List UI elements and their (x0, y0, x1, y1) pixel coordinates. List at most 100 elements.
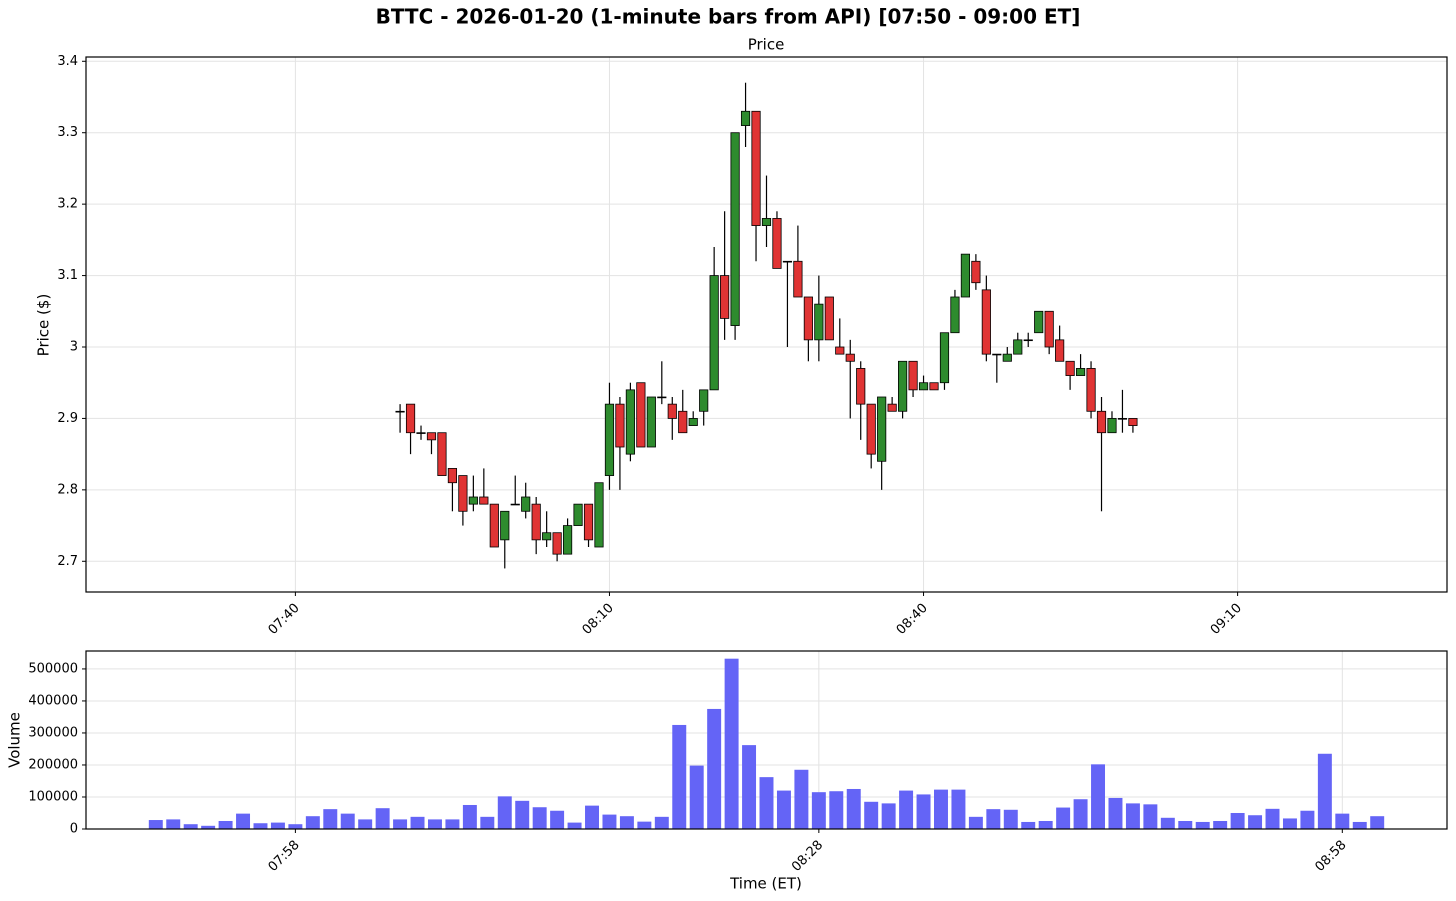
candle-body (625, 389, 635, 455)
y-axis-label: Volume (6, 712, 24, 768)
y-tick-label: 3.1 (57, 268, 78, 283)
candle-body (960, 253, 971, 298)
candle-body (824, 296, 834, 341)
volume-bar (968, 816, 983, 829)
volume-bar (724, 658, 739, 829)
volume-bar (602, 814, 617, 829)
candle-body (489, 503, 499, 548)
axes-frame (85, 650, 1448, 830)
x-tick-label: 08:28 (789, 838, 826, 875)
candle-body (856, 368, 866, 405)
volume-bar (1282, 818, 1297, 829)
candle-body (730, 132, 740, 326)
volume-bar (689, 765, 704, 829)
volume-bar (951, 789, 966, 829)
candle-body (426, 432, 437, 441)
x-tick-label: 08:58 (1313, 838, 1350, 875)
volume-bar (707, 708, 722, 829)
x-tick-label: 08:40 (894, 601, 931, 638)
volume-bar (218, 820, 233, 829)
candle-body (908, 360, 918, 391)
x-tick-label: 07:40 (266, 601, 303, 638)
volume-bar (288, 824, 303, 829)
volume-bar (1056, 807, 1071, 829)
candle-body (740, 110, 751, 126)
y-tick-label: 0 (70, 822, 78, 837)
volume-bar (934, 789, 948, 829)
volume-bar (864, 801, 879, 829)
volume-bar (270, 822, 285, 829)
volume-bar (1317, 753, 1332, 829)
candle-body (1002, 353, 1012, 362)
axes-frame (85, 56, 1448, 593)
volume-bar (899, 790, 914, 829)
volume-bar (846, 788, 861, 829)
candle-body (835, 346, 845, 355)
volume-bar (585, 805, 599, 829)
candle-body (604, 403, 615, 476)
y-tick-label: 2.7 (57, 554, 78, 569)
candle-body (1034, 310, 1044, 334)
volume-bar (829, 791, 844, 829)
candle-body (1023, 339, 1033, 342)
volume-bar (1021, 821, 1036, 829)
candle-body (500, 510, 510, 541)
candle-body (971, 260, 981, 284)
candle-body (1128, 418, 1138, 426)
x-tick-label: 09:10 (1208, 601, 1245, 638)
volume-bar (201, 825, 216, 829)
candle-body (782, 260, 793, 263)
x-tick-label: 08:10 (580, 601, 617, 638)
candle-body (437, 432, 447, 476)
volume-bar (253, 823, 268, 829)
candle-body (939, 332, 950, 384)
volume-bar (1143, 804, 1158, 829)
volume-bar (497, 796, 512, 829)
volume-bar (1195, 821, 1210, 829)
candle-body (1075, 368, 1086, 376)
candle-body (395, 410, 405, 413)
volume-bar (637, 821, 652, 829)
y-tick-label: 3.2 (57, 197, 78, 212)
volume-bar (742, 745, 757, 829)
candle-body (1065, 360, 1075, 376)
candle-body (720, 275, 730, 319)
candle-body (877, 396, 887, 462)
volume-bar (1178, 820, 1193, 829)
candle-body (751, 110, 761, 226)
volume-bar (1108, 797, 1123, 829)
y-tick-label: 100000 (28, 789, 78, 804)
candle-body (845, 353, 855, 362)
volume-bar (305, 816, 320, 829)
volume-bar (462, 804, 477, 829)
y-tick-label: 2.9 (57, 411, 78, 426)
y-tick-label: 3 (70, 340, 78, 355)
volume-bar (358, 819, 373, 829)
volume-bar (776, 790, 791, 829)
volume-bar (916, 794, 931, 829)
volume-bar (811, 792, 826, 829)
candle-body (542, 532, 552, 541)
volume-bar (1230, 812, 1245, 829)
volume-bar (1213, 820, 1228, 829)
volume-bar (1003, 809, 1018, 829)
volume-bar (445, 819, 460, 829)
volume-bar (1073, 799, 1088, 829)
y-tick-label: 400000 (28, 693, 78, 708)
volume-bar (759, 777, 774, 829)
candle-body (657, 396, 667, 399)
candle-body (531, 503, 541, 541)
candle-body (678, 410, 688, 434)
candle-body (667, 403, 677, 419)
volume-bar (1300, 810, 1315, 829)
candle-body (950, 296, 960, 334)
y-tick-label: 3.4 (57, 54, 78, 69)
candle-body (479, 496, 489, 505)
x-tick-label: 07:58 (266, 838, 303, 875)
volume-bar (375, 808, 390, 829)
candle-body (447, 468, 458, 484)
volume-bar (567, 822, 582, 829)
volume-bar (410, 816, 425, 829)
volume-bar (166, 819, 181, 829)
y-tick-label: 500000 (28, 661, 78, 676)
